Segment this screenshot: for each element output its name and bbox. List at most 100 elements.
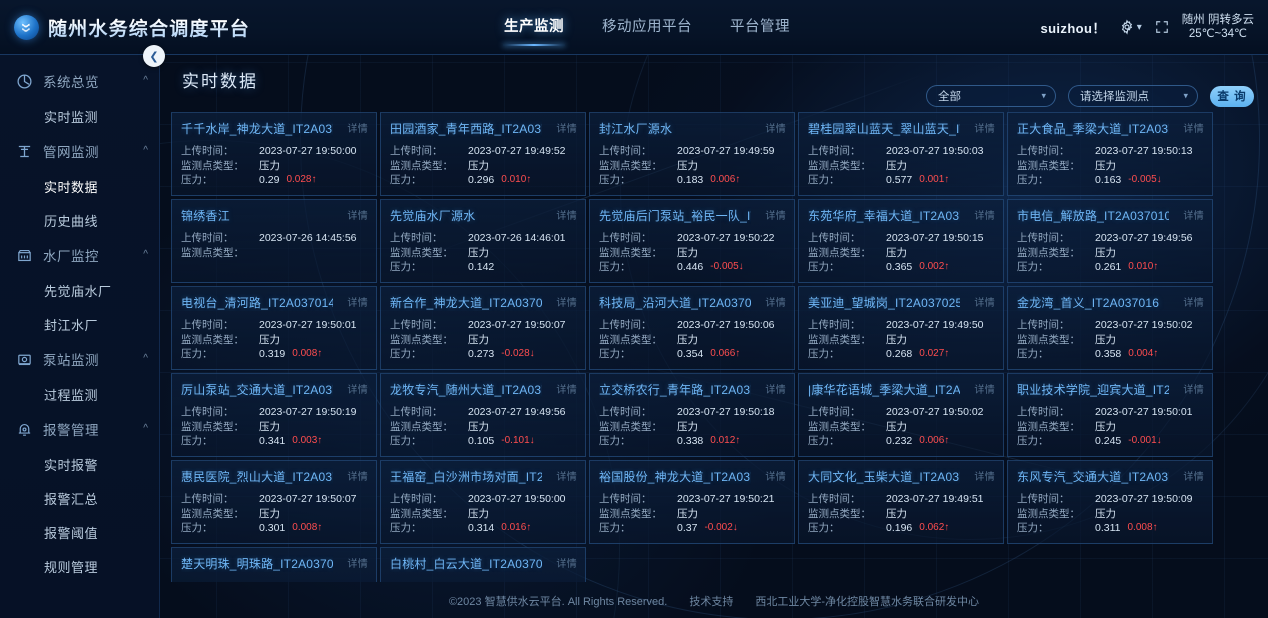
sidebar-item-alarm-summary[interactable]: 报警汇总 [44,491,99,507]
card-detail-link[interactable]: 详情 [765,124,786,135]
monitoring-point-card[interactable]: 电视台_清河路_IT2A037014 详情 上传时间： 2023-07-27 19:5… [171,286,377,370]
sidebar-group-pump-station[interactable]: 泵站监测 ^ [0,341,159,377]
card-title[interactable]: 金龙湾_首义_IT2A037016 [1017,296,1160,310]
monitoring-point-card[interactable]: 金龙湾_首义_IT2A037016 详情 上传时间： 2023-07-27 19:50… [1007,286,1213,370]
card-title[interactable]: 先觉庙后门泵站_裕民一队_IT2A [599,209,751,223]
card-title[interactable]: 锦绣香江 [181,209,230,223]
card-detail-link[interactable]: 详情 [974,211,995,222]
monitoring-point-card[interactable]: 楚天明珠_明珠路_IT2A037015 详情 [171,547,377,582]
sidebar-group-alarm-management[interactable]: 报警管理 ^ [0,411,159,447]
monitoring-point-card[interactable]: 白桃村_白云大道_IT2A037037 详情 [380,547,586,582]
monitoring-point-card[interactable]: 科技局_沿河大道_IT2A037011 详情 上传时间： 2023-07-27 19:… [589,286,795,370]
card-title[interactable]: 碧桂园翠山蓝天_翠山蓝天_IT2A [808,122,960,136]
tab-production-monitoring[interactable]: 生产监测 [502,9,566,46]
card-title[interactable]: 惠民医院_烈山大道_IT2A037041 [181,470,333,484]
card-detail-link[interactable]: 详情 [1183,385,1204,396]
card-title[interactable]: 王福窑_白沙洲市场对面_IT2A03 [390,470,542,484]
card-detail-link[interactable]: 详情 [347,124,368,135]
card-detail-link[interactable]: 详情 [347,385,368,396]
monitoring-point-card[interactable]: 封江水厂源水 详情 上传时间： 2023-07-27 19:49:59 监测点类型： 压力… [589,112,795,196]
sidebar-item-alarm-threshold[interactable]: 报警阈值 [44,525,99,541]
card-detail-link[interactable]: 详情 [1183,211,1204,222]
card-title[interactable]: 千千水岸_神龙大道_IT2A03703' [181,122,333,136]
sidebar-group-system-overview[interactable]: 系统总览 ^ [0,63,159,99]
card-detail-link[interactable]: 详情 [1183,298,1204,309]
sidebar-item-xianjuemiao-plant[interactable]: 先觉庙水厂 [44,283,112,299]
card-detail-link[interactable]: 详情 [765,298,786,309]
card-detail-link[interactable]: 详情 [765,211,786,222]
card-detail-link[interactable]: 详情 [347,559,368,570]
sidebar-collapse-button[interactable]: ❮ [143,45,165,67]
card-detail-link[interactable]: 详情 [974,124,995,135]
sidebar-item-rule-management[interactable]: 规则管理 [44,559,99,575]
card-detail-link[interactable]: 详情 [556,211,577,222]
card-detail-link[interactable]: 详情 [765,472,786,483]
user-name[interactable]: suizhou！ [1040,20,1106,36]
card-detail-link[interactable]: 详情 [1183,472,1204,483]
sidebar-item-history-curve[interactable]: 历史曲线 [44,213,99,229]
sidebar-group-pipe-network[interactable]: 管网监测 ^ [0,133,159,169]
card-detail-link[interactable]: 详情 [556,124,577,135]
card-title[interactable]: 电视台_清河路_IT2A037014 [181,296,333,310]
card-title[interactable]: |康华花语城_季梁大道_IT2A037 [808,383,960,397]
card-detail-link[interactable]: 详情 [974,298,995,309]
card-title[interactable]: 立交桥农行_青年路_IT2A03701 [599,383,751,397]
card-title[interactable]: 职业技术学院_迎宾大道_IT2A03 [1017,383,1169,397]
settings-menu-button[interactable]: ▾ [1119,19,1142,35]
query-button[interactable]: 查 询 [1210,85,1254,107]
card-title[interactable]: 楚天明珠_明珠路_IT2A037015 [181,557,333,571]
card-title[interactable]: 正大食品_季梁大道_IT2A037020 [1017,122,1169,136]
card-title[interactable]: 龙牧专汽_随州大道_IT2A037022 [390,383,542,397]
sidebar-item-process-monitoring[interactable]: 过程监测 [44,387,99,403]
card-title[interactable]: 厉山泵站_交通大道_IT2A03701' [181,383,333,397]
card-detail-link[interactable]: 详情 [974,472,995,483]
card-detail-link[interactable]: 详情 [765,385,786,396]
card-detail-link[interactable]: 详情 [1183,124,1204,135]
card-detail-link[interactable]: 详情 [556,472,577,483]
card-title[interactable]: 东风专汽_交通大道_IT2A037011 [1017,470,1169,484]
card-detail-link[interactable]: 详情 [347,472,368,483]
tab-mobile-app-platform[interactable]: 移动应用平台 [602,18,692,35]
card-detail-link[interactable]: 详情 [347,211,368,222]
card-title[interactable]: 市电信_解放路_IT2A037010 [1017,209,1169,223]
card-detail-link[interactable]: 详情 [974,385,995,396]
type-select[interactable]: 全部 ▾ [926,85,1056,107]
monitoring-point-card[interactable]: 市电信_解放路_IT2A037010 详情 上传时间： 2023-07-27 19:4… [1007,199,1213,283]
card-title[interactable]: 新合作_神龙大道_IT2A037039 [390,296,542,310]
card-title[interactable]: 科技局_沿河大道_IT2A037011 [599,296,751,310]
sidebar-item-realtime-alarm[interactable]: 实时报警 [44,457,99,473]
card-title[interactable]: 裕国股份_神龙大道_IT2A037041 [599,470,751,484]
monitoring-point-card[interactable]: 锦绣香江 详情 上传时间： 2023-07-26 14:45:56 监测点类型： [171,199,377,283]
monitoring-point-card[interactable]: 美亚迪_望城岗_IT2A037025 详情 上传时间： 2023-07-27 19:4… [798,286,1004,370]
card-detail-link[interactable]: 详情 [556,385,577,396]
card-title[interactable]: 白桃村_白云大道_IT2A037037 [390,557,542,571]
monitoring-point-card[interactable]: 新合作_神龙大道_IT2A037039 详情 上传时间： 2023-07-27 19:… [380,286,586,370]
card-detail-link[interactable]: 详情 [347,298,368,309]
card-title[interactable]: 大同文化_玉柴大道_IT2A037011 [808,470,960,484]
card-title[interactable]: 田园酒家_青年西路_IT2A03700' [390,122,542,136]
tab-platform-management[interactable]: 平台管理 [730,18,790,35]
monitoring-point-select[interactable]: 请选择监测点 ▾ [1068,85,1198,107]
card-detail-link[interactable]: 详情 [556,559,577,570]
card-title[interactable]: 美亚迪_望城岗_IT2A037025 [808,296,960,310]
card-title[interactable]: 封江水厂源水 [599,122,673,136]
card-detail-link[interactable]: 详情 [556,298,577,309]
sidebar-item-realtime-data[interactable]: 实时数据 [44,179,99,195]
monitoring-point-card[interactable]: 先觉庙水厂源水 详情 上传时间： 2023-07-26 14:46:01 监测点类型：压… [380,199,586,283]
